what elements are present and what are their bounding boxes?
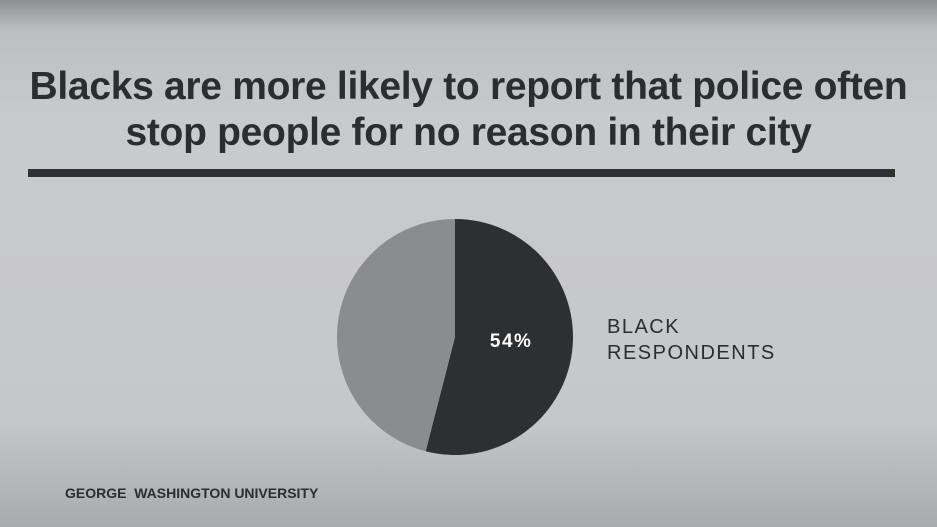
- source: GEORGE WASHINGTON UNIVERSITY: [65, 485, 319, 501]
- pie-slice: [425, 219, 574, 456]
- title-rule: [28, 169, 895, 177]
- category-label: BLACK RESPONDENTS: [607, 316, 776, 364]
- value-label: 54%: [490, 331, 533, 352]
- pie-slice: [337, 219, 455, 452]
- chart-title: Blacks are more likely to report that po…: [29, 65, 908, 154]
